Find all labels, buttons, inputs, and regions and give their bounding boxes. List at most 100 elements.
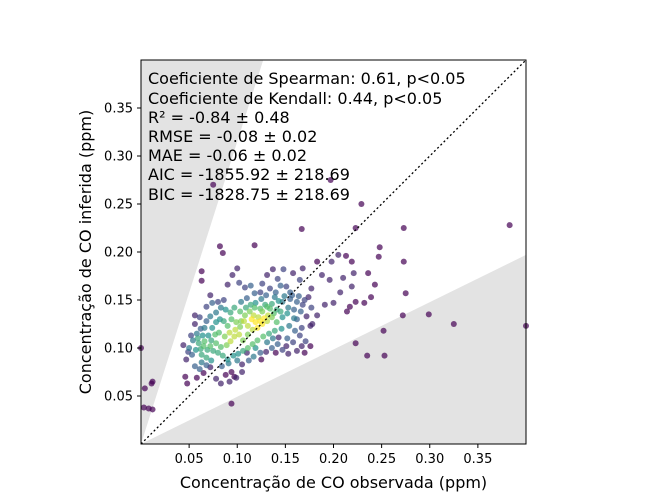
data-point <box>249 341 256 348</box>
data-point <box>219 249 226 256</box>
data-point <box>340 274 347 281</box>
data-point <box>221 333 228 340</box>
data-point <box>192 346 199 353</box>
data-point <box>238 298 245 305</box>
data-point <box>208 337 215 344</box>
data-point <box>277 308 284 315</box>
data-point <box>279 314 286 321</box>
data-point <box>217 380 224 387</box>
data-point <box>244 345 251 351</box>
shaded-region-0 <box>141 60 264 444</box>
data-point <box>203 362 210 369</box>
y-tick-label: 0.30 <box>104 150 133 165</box>
data-point <box>364 352 371 359</box>
y-axis-label: Concentração de CO inferida (ppm) <box>76 110 95 394</box>
data-point <box>216 243 223 250</box>
data-point <box>236 331 243 338</box>
data-point <box>399 312 406 319</box>
x-tick-label: 0.35 <box>463 452 492 467</box>
data-point <box>180 342 187 349</box>
data-point <box>191 363 198 370</box>
data-point <box>213 375 220 382</box>
data-point <box>326 276 333 283</box>
data-point <box>226 329 233 336</box>
data-point <box>199 332 206 339</box>
shaded-regions <box>141 60 526 444</box>
data-point <box>242 304 249 311</box>
data-point <box>200 343 207 350</box>
y-tick-label: 0.25 <box>104 198 133 213</box>
data-point <box>224 281 231 288</box>
data-point <box>201 324 208 331</box>
data-point <box>198 277 205 284</box>
data-point <box>240 347 247 354</box>
data-point <box>141 385 148 392</box>
data-point <box>269 335 276 342</box>
x-axis-ticks: 0.05 0.10 0.15 0.20 0.25 0.30 0.35 <box>175 444 492 467</box>
stats-annotation: Coeficiente de Spearman: 0.61, p<0.05 Co… <box>148 69 466 204</box>
data-point <box>298 343 305 350</box>
data-point <box>318 272 325 279</box>
data-point <box>279 346 286 353</box>
data-point <box>273 319 280 326</box>
data-point <box>290 270 297 277</box>
x-tick-label: 0.15 <box>271 452 300 467</box>
data-point <box>241 284 248 291</box>
data-point <box>223 342 230 349</box>
data-point <box>231 304 238 311</box>
data-point <box>257 349 264 356</box>
data-point <box>222 306 229 313</box>
annotation-rmse: RMSE = -0.08 ± 0.02 <box>148 127 317 146</box>
data-point <box>245 357 252 364</box>
data-points <box>138 177 529 413</box>
data-point <box>182 373 189 380</box>
data-point <box>250 353 257 360</box>
data-point <box>268 300 275 307</box>
data-point <box>400 225 407 231</box>
data-point <box>301 349 308 356</box>
data-point <box>263 348 270 355</box>
data-point <box>194 335 201 342</box>
data-point <box>298 225 305 232</box>
data-point <box>149 378 156 385</box>
data-point <box>330 299 337 306</box>
data-point <box>249 326 256 333</box>
data-point <box>272 289 279 296</box>
y-tick-label: 0.15 <box>104 294 133 309</box>
data-point <box>309 321 316 327</box>
data-point <box>228 369 235 375</box>
data-point <box>205 332 212 339</box>
data-point <box>264 339 271 346</box>
data-point <box>233 319 240 326</box>
x-tick-label: 0.10 <box>223 452 252 467</box>
y-axis-ticks: 0.05 0.10 0.15 0.20 0.25 0.30 0.35 <box>104 102 141 405</box>
annotation-bic: BIC = -1828.75 ± 218.69 <box>148 185 350 204</box>
data-point <box>239 361 246 368</box>
data-point <box>213 340 220 347</box>
data-point <box>244 322 251 329</box>
data-point <box>303 313 310 320</box>
data-point <box>275 297 282 304</box>
data-point <box>231 333 238 340</box>
data-point <box>251 242 258 249</box>
data-point <box>299 301 306 308</box>
data-point <box>244 331 251 338</box>
data-point <box>207 292 214 299</box>
data-point <box>450 321 457 327</box>
data-point <box>196 366 203 373</box>
data-point <box>252 299 259 306</box>
data-point <box>284 310 291 317</box>
data-point <box>402 290 409 297</box>
data-point <box>236 279 243 286</box>
data-point <box>284 335 291 342</box>
data-point <box>232 326 239 333</box>
data-point <box>218 363 225 370</box>
x-tick-label: 0.05 <box>175 452 204 467</box>
data-point <box>263 292 270 299</box>
data-point <box>296 276 303 283</box>
data-point <box>283 283 290 290</box>
data-point <box>193 374 200 381</box>
data-point <box>352 225 359 231</box>
data-point <box>201 338 208 345</box>
